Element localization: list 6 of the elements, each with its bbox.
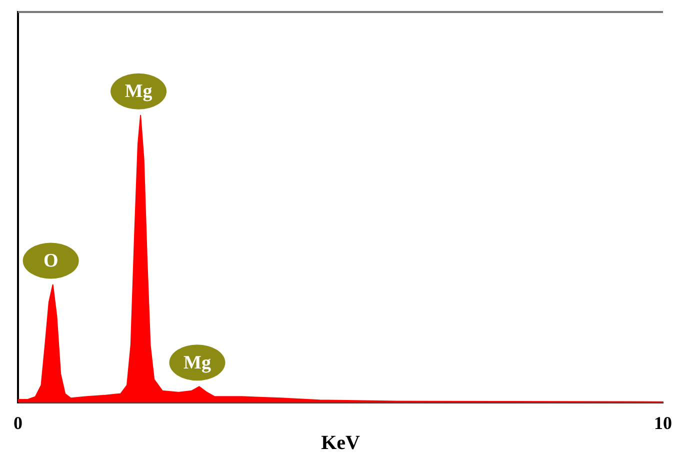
x-axis-title: KeV — [321, 432, 360, 454]
annotation: O — [43, 250, 58, 272]
x-tick-label: 0 — [14, 412, 22, 433]
annotation: Mg — [184, 352, 212, 374]
annotation: Mg — [124, 81, 153, 102]
x-tick-label: 10 — [654, 412, 672, 433]
